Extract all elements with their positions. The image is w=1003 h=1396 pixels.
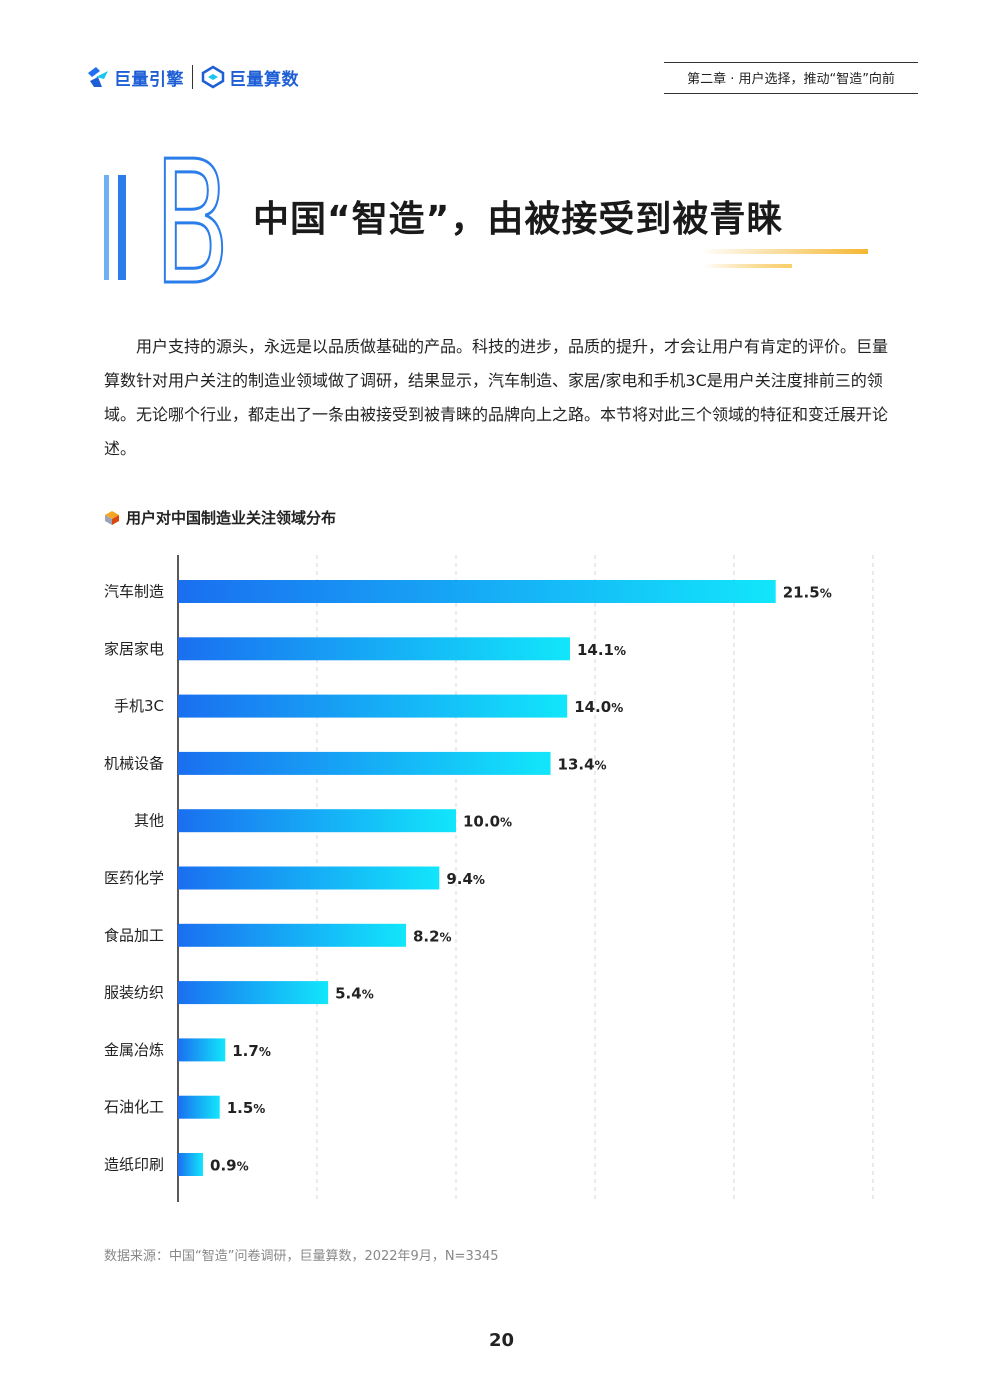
value-label: 14.0% <box>574 698 623 716</box>
value-label: 0.9% <box>210 1157 249 1175</box>
ocean-engine-name: 巨量引擎 <box>114 69 184 90</box>
category-label: 汽车制造 <box>104 583 164 601</box>
category-label: 服装纺织 <box>104 984 164 1002</box>
bar <box>178 637 570 661</box>
category-label: 食品加工 <box>104 926 164 944</box>
page-number: 20 <box>488 1330 515 1351</box>
title-underline-decoration <box>700 249 868 268</box>
bar <box>178 1095 220 1119</box>
brand-logos: 巨量引擎 巨量算数 <box>86 60 299 94</box>
value-label: 10.0% <box>463 813 512 831</box>
chart-title: 用户对中国制造业关注领域分布 <box>104 507 336 528</box>
bar <box>178 1153 204 1176</box>
value-label: 1.7% <box>232 1042 271 1060</box>
chart-bars: 汽车制造 21.5% 家居家电 14.1% 手机3C 14.0% 机械设备 13.4% 其他 10… <box>104 580 832 1176</box>
chart-title-text: 用户对中国制造业关注领域分布 <box>126 509 337 527</box>
bar <box>178 981 329 1005</box>
suanshu-icon <box>201 65 225 89</box>
bar <box>178 866 440 890</box>
ocean-engine-logo: 巨量引擎 <box>86 65 184 90</box>
value-label: 9.4% <box>446 870 485 888</box>
section-letter-mark: B <box>104 150 232 290</box>
category-label: 机械设备 <box>104 754 164 772</box>
bar <box>178 580 776 603</box>
section-letter: B <box>154 150 230 290</box>
value-label: 1.5% <box>227 1099 266 1117</box>
chapter-title: 第二章 · 用户选择，推动“智造”向前 <box>664 62 918 94</box>
suanshu-name: 巨量算数 <box>229 69 299 90</box>
category-label: 家居家电 <box>104 640 164 658</box>
value-label: 14.1% <box>577 641 626 659</box>
category-label: 石油化工 <box>104 1098 164 1116</box>
data-source: 数据来源：中国“智造”问卷调研，巨量算数，2022年9月，N=3345 <box>104 1249 499 1264</box>
bar-chart: 汽车制造 21.5% 家居家电 14.1% 手机3C 14.0% 机械设备 13.4% 其他 10… <box>104 555 874 1202</box>
suanshu-logo: 巨量算数 <box>201 65 299 90</box>
value-label: 13.4% <box>558 755 607 773</box>
cube-icon <box>105 510 119 525</box>
chart-grid <box>316 555 874 1202</box>
bar <box>178 809 456 833</box>
value-label: 5.4% <box>335 985 374 1003</box>
ocean-engine-icon <box>88 67 108 87</box>
category-label: 其他 <box>134 812 164 830</box>
bar <box>178 694 568 718</box>
section-title: 中国“智造”，由被接受到被青睐 <box>253 199 784 240</box>
category-label: 医药化学 <box>104 869 164 887</box>
intro-paragraph: 用户支持的源头，永远是以品质做基础的产品。科技的进步，品质的提升，才会让用户有肯… <box>104 337 889 458</box>
bar <box>178 751 551 775</box>
category-label: 手机3C <box>114 697 164 715</box>
category-label: 金属冶炼 <box>104 1041 164 1059</box>
category-label: 造纸印刷 <box>104 1156 164 1174</box>
bar <box>178 1038 226 1062</box>
bar <box>178 923 406 947</box>
value-label: 21.5% <box>783 584 832 602</box>
logo-divider <box>192 65 193 89</box>
value-label: 8.2% <box>413 927 452 945</box>
